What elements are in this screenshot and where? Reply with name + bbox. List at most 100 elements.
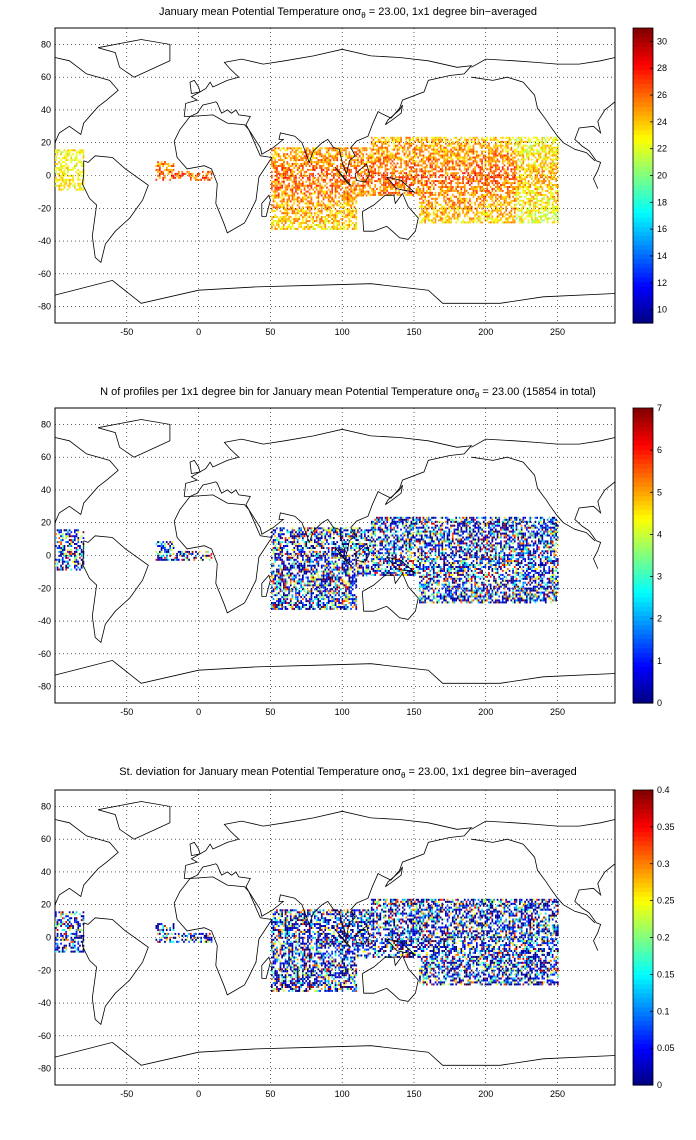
data-cell [379, 193, 382, 196]
data-cell [455, 174, 457, 177]
data-cell [372, 191, 375, 194]
colorbar-tick-label: 16 [657, 224, 667, 234]
data-cell [396, 150, 399, 153]
panel-profile-count: N of profiles per 1x1 degree bin for Jan… [0, 378, 696, 738]
data-cell [389, 166, 392, 169]
data-cell [362, 155, 364, 158]
data-cell [551, 178, 554, 181]
data-cell [439, 189, 442, 192]
data-cell [520, 136, 523, 139]
data-cell [296, 598, 299, 601]
data-cell [355, 188, 358, 191]
data-cell [445, 162, 447, 165]
data-cell [322, 220, 325, 223]
data-cell [288, 604, 290, 606]
data-cell [412, 166, 414, 169]
data-cell [510, 221, 513, 224]
data-cell [272, 184, 275, 187]
data-cell [334, 188, 337, 191]
data-cell [300, 535, 302, 538]
data-cell [524, 144, 526, 147]
data-cell [517, 189, 520, 192]
data-cell [434, 152, 437, 155]
data-cell [445, 166, 447, 169]
data-cell [374, 193, 376, 196]
data-cell [419, 213, 421, 216]
data-cell [484, 213, 487, 216]
data-cell [453, 142, 456, 145]
data-cell [455, 146, 457, 149]
data-cell [532, 168, 535, 171]
data-cell [555, 158, 557, 161]
data-cell [412, 182, 414, 185]
data-cell [458, 207, 461, 210]
data-cell [407, 164, 409, 167]
data-cell [357, 157, 359, 160]
data-cell [296, 539, 299, 542]
data-cell [539, 203, 542, 206]
data-cell [82, 155, 85, 158]
data-cell [65, 180, 67, 183]
data-cell [281, 529, 283, 532]
data-cell [505, 148, 507, 151]
data-cell [376, 150, 378, 153]
data-cell [346, 190, 349, 193]
data-cell [455, 203, 457, 206]
data-cell [507, 203, 509, 206]
data-cell [379, 156, 382, 159]
data-cell [274, 607, 277, 610]
data-cell [353, 167, 356, 169]
colorbar-segment [633, 290, 653, 296]
data-cell [284, 153, 287, 156]
data-cell [70, 182, 73, 185]
data-cell [379, 148, 382, 151]
data-cell [439, 211, 442, 214]
data-cell [274, 558, 277, 561]
data-cell [333, 159, 335, 162]
coastline [334, 167, 352, 186]
data-cell [422, 184, 425, 186]
data-cell [426, 138, 428, 141]
data-cell [293, 194, 296, 197]
data-cell [295, 153, 297, 156]
data-cell [419, 152, 421, 155]
data-cell [469, 144, 471, 147]
data-cell [439, 188, 442, 190]
data-cell [476, 221, 478, 224]
data-cell [496, 158, 499, 161]
data-cell [377, 166, 380, 169]
data-cell [358, 192, 361, 195]
data-cell [389, 191, 392, 194]
data-cell [432, 162, 435, 165]
data-cell [72, 174, 74, 177]
data-cell [310, 208, 313, 211]
data-cell [295, 552, 297, 555]
data-cell [58, 188, 61, 191]
data-cell [405, 150, 408, 153]
data-cell [277, 586, 280, 589]
data-cell [277, 226, 280, 228]
data-cell [462, 158, 464, 161]
data-cell [553, 162, 556, 165]
data-cell [427, 195, 430, 198]
data-cell [374, 136, 376, 139]
data-cell [557, 217, 559, 220]
data-cell [319, 153, 321, 156]
data-cell [488, 162, 490, 165]
data-cell [293, 539, 296, 542]
data-cell [346, 227, 349, 230]
colorbar-tick-label: 26 [657, 90, 667, 100]
data-cell [283, 584, 285, 587]
data-cell [441, 140, 444, 143]
data-cell [479, 205, 482, 208]
data-cell [476, 176, 478, 179]
data-cell [291, 541, 294, 544]
data-cell [420, 205, 423, 208]
data-cell [298, 202, 301, 205]
data-cell [426, 164, 428, 167]
data-cell [453, 213, 456, 216]
data-cell [515, 150, 518, 153]
data-cell [365, 194, 368, 197]
data-cell [522, 154, 525, 157]
data-cell [448, 201, 451, 204]
